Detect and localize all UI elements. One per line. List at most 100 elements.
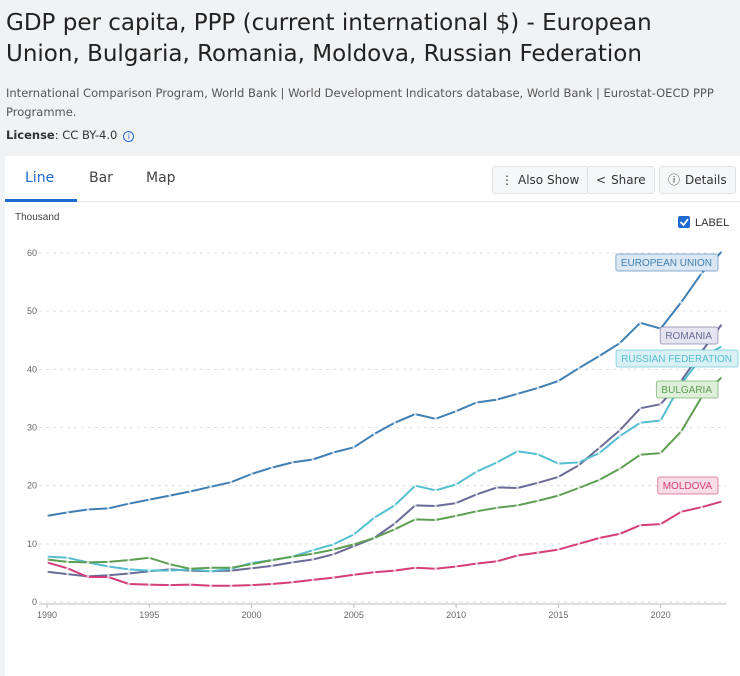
data-point[interactable] [332, 553, 335, 556]
data-point[interactable] [147, 556, 151, 560]
data-point[interactable] [536, 551, 540, 554]
data-point[interactable] [352, 543, 356, 546]
data-point[interactable] [597, 451, 601, 455]
data-point[interactable] [557, 548, 560, 551]
data-point[interactable] [393, 504, 397, 507]
data-point[interactable] [291, 561, 294, 564]
data-point[interactable] [127, 502, 131, 505]
data-point[interactable] [475, 470, 478, 474]
data-point[interactable] [107, 507, 110, 510]
data-point[interactable] [638, 453, 642, 457]
data-point[interactable] [291, 580, 294, 584]
data-point[interactable] [597, 446, 601, 450]
data-point[interactable] [720, 249, 724, 253]
info-icon[interactable]: i [123, 131, 135, 142]
data-point[interactable] [45, 558, 49, 561]
series-line-european-union[interactable] [46, 250, 723, 517]
data-point[interactable] [270, 564, 274, 568]
data-point[interactable] [250, 566, 253, 570]
data-point[interactable] [577, 542, 581, 546]
data-point[interactable] [45, 570, 49, 574]
data-point[interactable] [393, 421, 397, 425]
data-point[interactable] [250, 562, 253, 566]
data-point[interactable] [209, 584, 212, 588]
data-point[interactable] [188, 567, 192, 571]
data-point[interactable] [393, 527, 397, 531]
data-point[interactable] [229, 566, 233, 569]
data-point[interactable] [536, 386, 540, 390]
data-point[interactable] [393, 522, 397, 525]
data-point[interactable] [577, 461, 581, 464]
label-toggle[interactable]: LABEL [678, 216, 729, 229]
data-point[interactable] [66, 556, 69, 560]
data-point[interactable] [577, 486, 581, 490]
data-point[interactable] [168, 494, 172, 497]
data-point[interactable] [188, 583, 192, 586]
data-point[interactable] [516, 392, 519, 396]
data-point[interactable] [597, 478, 601, 482]
data-point[interactable] [372, 432, 376, 436]
data-point[interactable] [516, 486, 519, 490]
data-point[interactable] [209, 566, 212, 569]
details-button[interactable]: ⓘ Details [659, 166, 736, 194]
data-point[interactable] [332, 576, 335, 579]
data-point[interactable] [229, 584, 233, 588]
data-point[interactable] [434, 489, 437, 492]
data-point[interactable] [475, 493, 478, 496]
data-point[interactable] [86, 508, 90, 511]
data-point[interactable] [638, 421, 642, 425]
data-point[interactable] [638, 407, 642, 410]
data-point[interactable] [720, 344, 724, 348]
series-line-russian-federation[interactable] [46, 345, 723, 573]
data-point[interactable] [209, 485, 212, 489]
data-point[interactable] [577, 366, 581, 370]
data-point[interactable] [147, 583, 151, 586]
data-point[interactable] [454, 409, 458, 413]
data-point[interactable] [107, 560, 110, 564]
data-point[interactable] [536, 481, 540, 485]
data-point[interactable] [270, 558, 274, 562]
data-point[interactable] [372, 536, 376, 540]
data-point[interactable] [107, 565, 110, 568]
data-point[interactable] [66, 566, 69, 570]
data-point[interactable] [659, 522, 662, 526]
data-point[interactable] [250, 472, 253, 476]
data-point[interactable] [372, 571, 376, 574]
data-point[interactable] [475, 401, 478, 404]
data-point[interactable] [352, 445, 356, 449]
data-point[interactable] [557, 462, 560, 465]
data-point[interactable] [638, 321, 642, 325]
data-point[interactable] [413, 412, 417, 416]
data-point[interactable] [332, 543, 335, 546]
data-point[interactable] [720, 375, 724, 379]
label-checkbox[interactable] [678, 216, 690, 228]
data-point[interactable] [557, 475, 560, 479]
data-point[interactable] [66, 572, 69, 576]
data-point[interactable] [618, 532, 622, 536]
data-point[interactable] [393, 569, 397, 572]
data-point[interactable] [352, 533, 356, 536]
data-point[interactable] [618, 434, 622, 438]
data-point[interactable] [127, 582, 131, 586]
data-point[interactable] [454, 565, 458, 568]
data-point[interactable] [127, 568, 131, 571]
data-point[interactable] [454, 483, 458, 486]
data-point[interactable] [168, 569, 172, 572]
data-point[interactable] [413, 566, 417, 569]
data-point[interactable] [434, 417, 437, 421]
data-point[interactable] [638, 523, 642, 527]
data-point[interactable] [659, 419, 662, 422]
data-point[interactable] [495, 559, 499, 563]
data-point[interactable] [495, 486, 499, 489]
tab-bar[interactable]: Bar [89, 170, 113, 186]
also-show-button[interactable]: ⋮ Also Show [492, 166, 589, 194]
data-point[interactable] [434, 504, 437, 508]
data-point[interactable] [700, 272, 703, 275]
data-point[interactable] [475, 509, 478, 513]
data-point[interactable] [86, 575, 90, 579]
data-point[interactable] [66, 511, 69, 514]
data-point[interactable] [291, 555, 294, 558]
data-point[interactable] [434, 518, 437, 522]
data-point[interactable] [45, 561, 49, 564]
data-point[interactable] [454, 501, 458, 505]
